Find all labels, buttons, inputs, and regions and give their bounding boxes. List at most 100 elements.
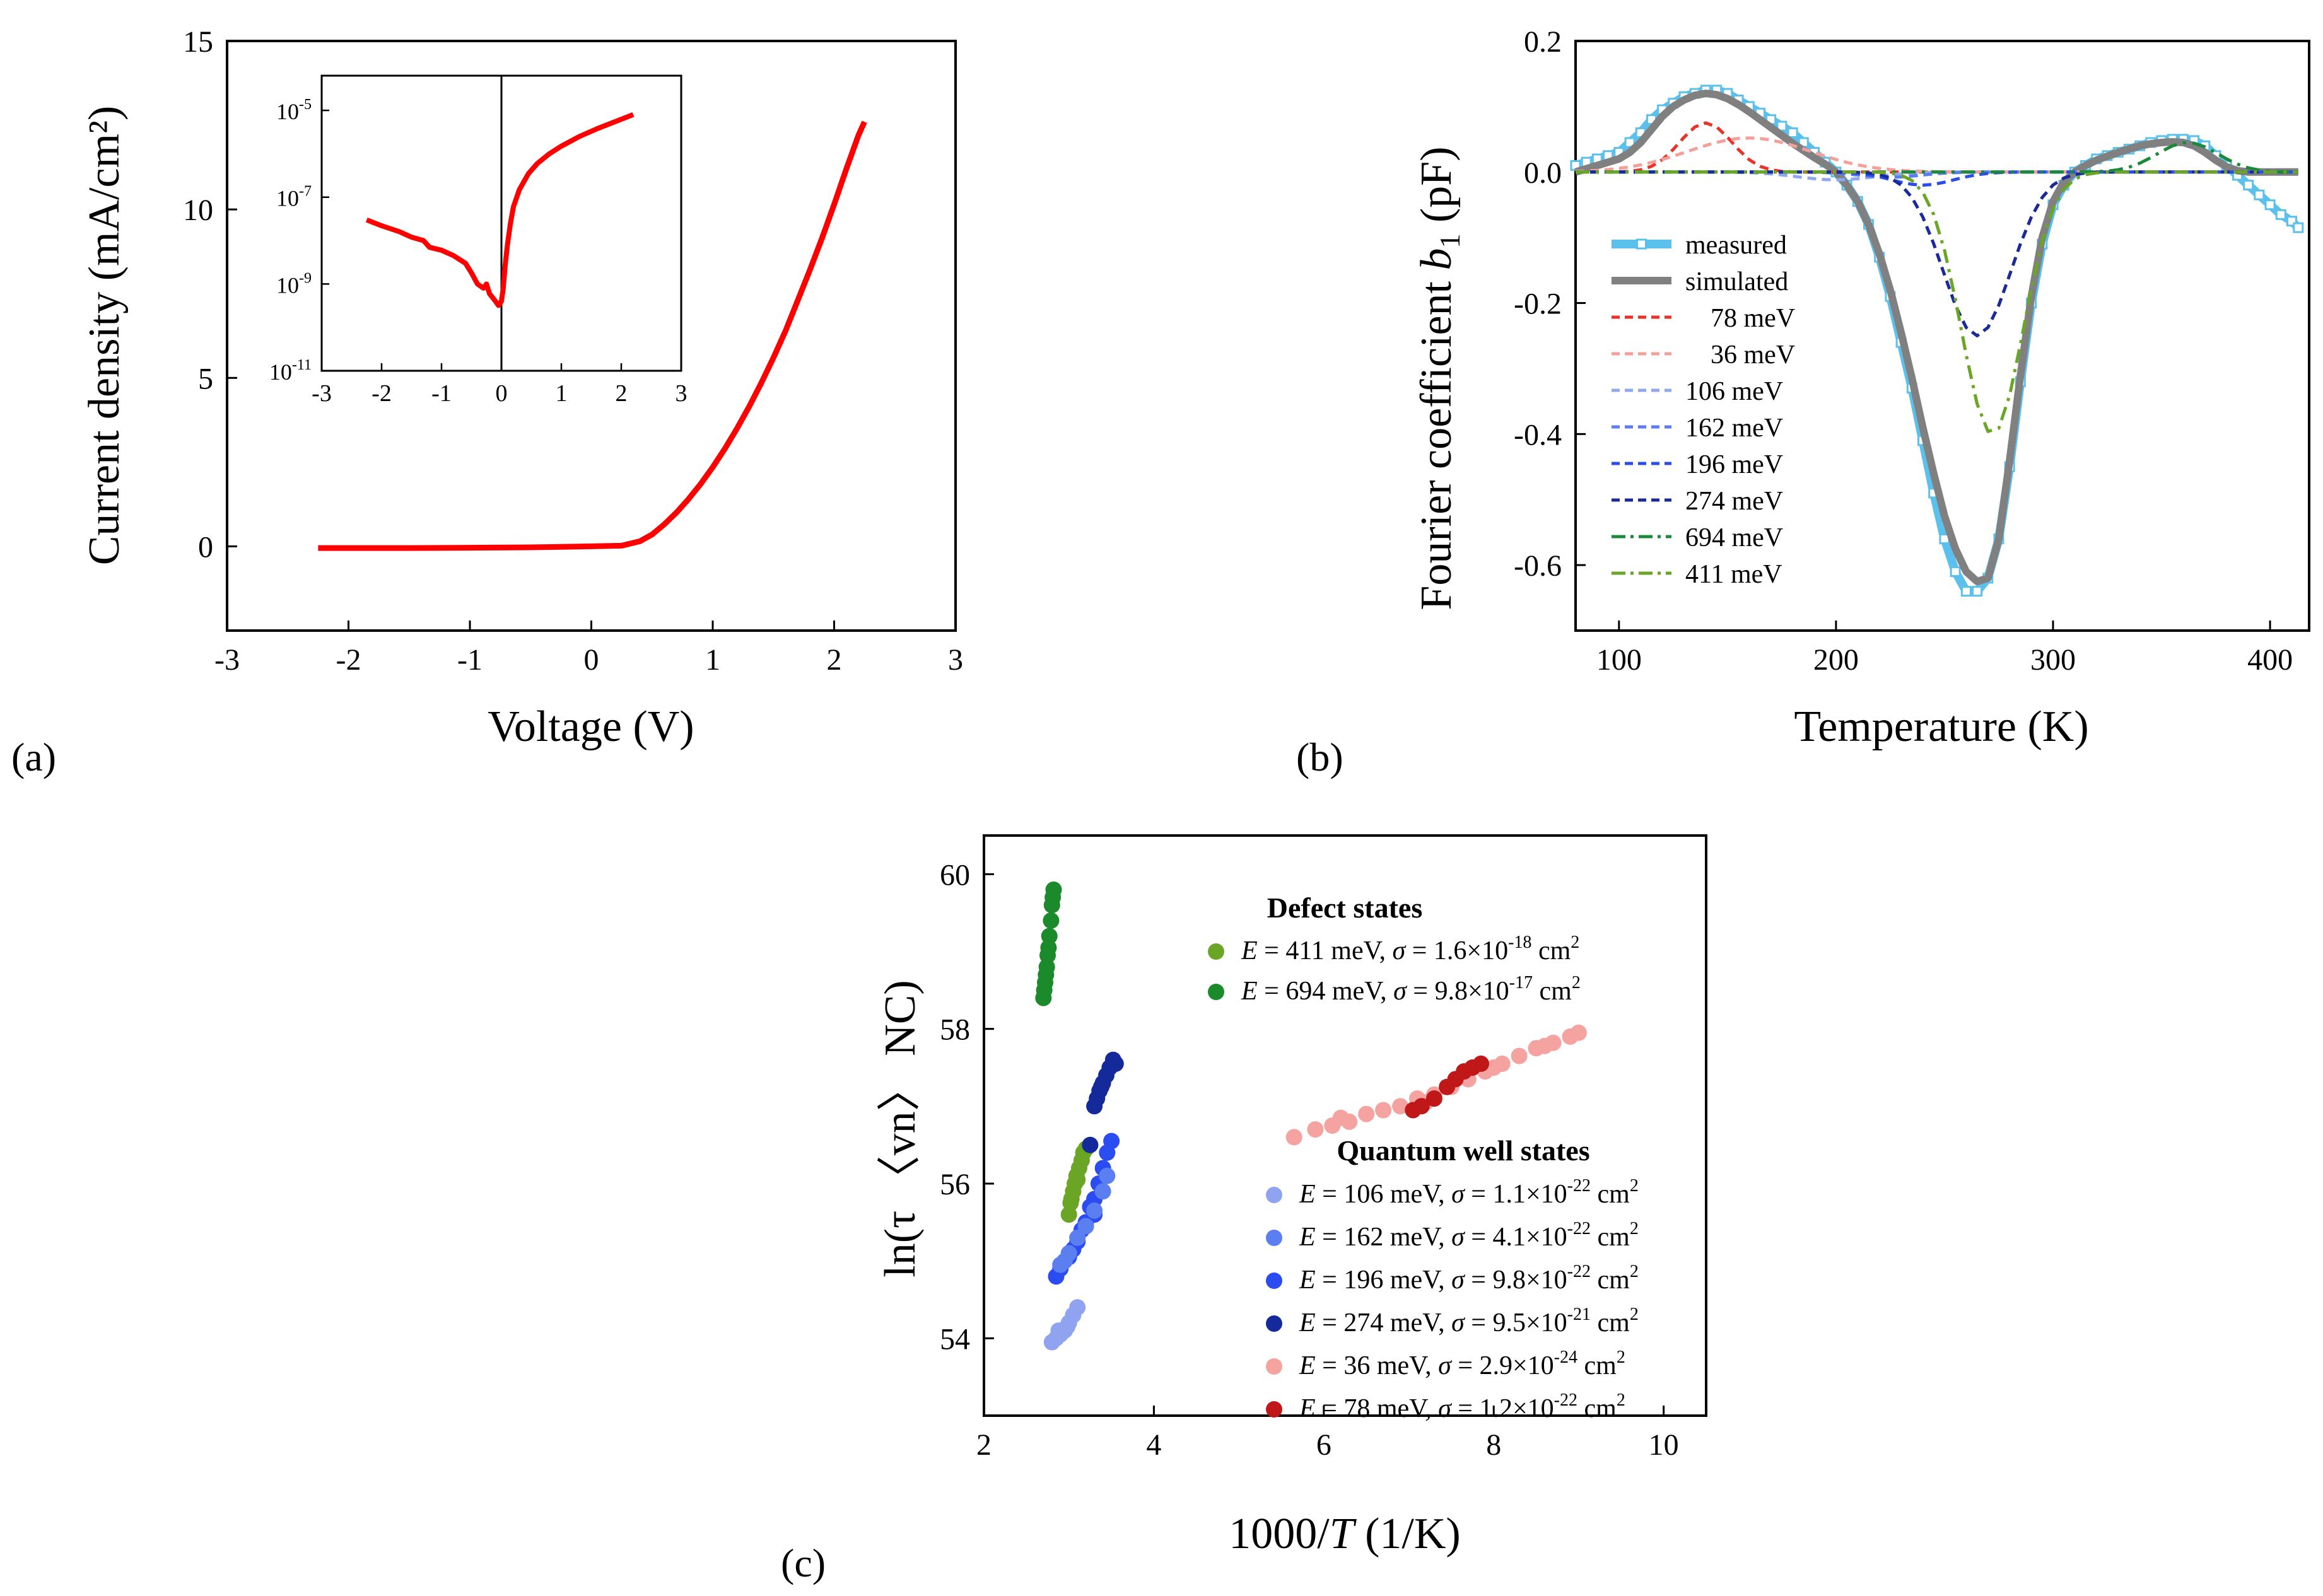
panel-b-y-ticks: 0.2 0.0 -0.2 -0.4 -0.6	[1514, 25, 1586, 583]
panel-c-legend-marker	[1266, 1187, 1282, 1203]
panel-b-legend: measured simulated 78 meV 36 meV 106 meV 162 …	[1612, 231, 1795, 589]
panel-c-data-point	[1473, 1055, 1489, 1072]
panel-a-inset-x-tick-label: 1	[556, 380, 568, 407]
panel-a-x-label: Voltage (V)	[488, 702, 694, 751]
panel-a-inset-x-tick-label: 3	[676, 380, 688, 407]
panel-c-data-point	[1413, 1098, 1430, 1115]
panel-a-x-tick-label: -3	[214, 643, 240, 677]
panel-c-data-point	[1043, 912, 1060, 929]
panel-b-x-tick-label: 100	[1596, 643, 1642, 677]
panel-a-inset-y-tick-label: 10-11	[269, 357, 312, 385]
panel-b-measured-marker	[1787, 127, 1798, 138]
panel-a-inset-x-tick-label: 2	[616, 380, 628, 407]
panel-b-legend-label: measured	[1685, 231, 1787, 260]
panel-c-data-point	[1307, 1121, 1324, 1138]
panel-c-legend-label: E = 196 meV, σ = 9.8×10-22 cm2	[1299, 1262, 1639, 1295]
panel-a-y-tick-label: 10	[183, 194, 213, 227]
panel-c-x-ticks: 2 4 6 8 10	[976, 1406, 1679, 1462]
panel-c-legend-label: E = 694 meV, σ = 9.8×10-17 cm2	[1241, 973, 1581, 1006]
panel-b-y-label-suffix: (pF)	[1412, 146, 1461, 233]
panel-b-legend-label: 694 meV	[1685, 523, 1783, 552]
panel-b-legend-label: 196 meV	[1685, 450, 1783, 479]
panel-a-inset-y-tick-label: 10-9	[276, 270, 312, 298]
panel-b-legend-marker	[1636, 238, 1647, 250]
panel-c-data-point	[1375, 1102, 1392, 1119]
panel-c-series	[1035, 881, 1587, 1351]
panel-c-x-label-var: T	[1330, 1510, 1357, 1558]
panel-c-data-point	[1037, 974, 1053, 991]
panel-b-measured-marker	[1960, 586, 1972, 597]
panel-b-measured-marker	[1950, 566, 1961, 577]
panel-c-data-point	[1086, 1202, 1103, 1219]
panel-a-x-tick-label: 2	[827, 643, 842, 677]
panel-b-measured-marker	[2264, 199, 2276, 211]
panel-c-data-point	[1063, 1191, 1080, 1208]
panel-b-legend-label: simulated	[1685, 267, 1788, 296]
panel-b-y-tick-label: -0.4	[1514, 418, 1562, 451]
panel-c-data-point	[1094, 1183, 1111, 1200]
panel-b-legend-label: 106 meV	[1685, 377, 1783, 406]
panel-c-y-tick-label: 58	[940, 1013, 970, 1047]
panel-b-y-label-sub: 1	[1434, 234, 1466, 248]
panel-label-a: (a)	[11, 735, 56, 779]
panel-c-legend-label: E = 36 meV, σ = 2.9×10-24 cm2	[1299, 1348, 1625, 1380]
panel-c-x-tick-label: 10	[1649, 1428, 1679, 1462]
panel-label-c: (c)	[781, 1541, 826, 1585]
panel-c: 2 4 6 8 10 54 56 58 60 Defect states E = 411 me…	[876, 834, 1707, 1558]
panel-c-y-tick-label: 60	[940, 858, 970, 892]
panel-c-legend-marker	[1266, 1315, 1282, 1332]
panel-c-data-point	[1107, 1055, 1124, 1072]
panel-b-x-tick-label: 200	[1813, 643, 1859, 677]
panel-c-legend-marker	[1208, 943, 1224, 960]
panel-c-data-point	[1332, 1109, 1349, 1126]
panel-b-legend-label: 411 meV	[1685, 560, 1782, 589]
panel-a-inset-x-tick-label: -3	[312, 380, 332, 407]
panel-b-legend-label: 274 meV	[1685, 487, 1783, 516]
panel-c-x-tick-label: 6	[1316, 1428, 1331, 1462]
panel-b-y-label-var: b	[1412, 248, 1461, 271]
panel-b-y-tick-label: -0.6	[1514, 549, 1562, 583]
panel-b-legend-label: 78 meV	[1711, 304, 1795, 333]
panel-a-inset-x-tick-label: -2	[372, 380, 392, 407]
panel-b-y-tick-label: 0.0	[1524, 156, 1562, 190]
panel-c-defect-legend: E = 411 meV, σ = 1.6×10-18 cm2 E = 694 me…	[1208, 933, 1581, 1006]
panel-a-inset-y-ticks: 10-5 10-7 10-9 10-11	[269, 96, 329, 385]
panel-c-legend-label: E = 78 meV, σ = 1.2×10-22 cm2	[1299, 1390, 1625, 1423]
panel-a-x-tick-label: 0	[584, 643, 599, 677]
panel-c-y-ticks: 54 56 58 60	[940, 858, 994, 1356]
panel-b-measured-marker	[2254, 189, 2265, 201]
panel-b-y-label: Fourier coefficient b1 (pF)	[1412, 146, 1466, 610]
panel-b-measured-marker	[1776, 120, 1788, 132]
panel-c-x-label-main: 1000/	[1229, 1510, 1330, 1558]
panel-b-frame	[1574, 40, 2310, 632]
panel-c-data-point	[1285, 1129, 1302, 1146]
panel-c-legend-marker	[1208, 984, 1224, 1000]
panel-c-data-point	[1092, 1078, 1109, 1095]
panel-b-x-tick-label: 400	[2247, 643, 2293, 677]
panel-b-series	[1570, 84, 2304, 597]
panel-c-legend-marker	[1266, 1358, 1282, 1375]
panel-b-measured-marker	[2243, 180, 2254, 191]
panel-b: 100 200 300 400 0.2 0.0 -0.2 -0.4 -0.6 measured…	[1412, 25, 2310, 751]
panel-c-data-point	[1069, 1229, 1086, 1246]
panel-a-inset-y-tick-label: 10-7	[276, 183, 312, 211]
panel-label-b: (b)	[1296, 735, 1343, 779]
panel-b-x-label: Temperature (K)	[1794, 702, 2088, 751]
panel-c-frame	[983, 834, 1707, 1417]
panel-b-legend-label: 162 meV	[1685, 414, 1783, 443]
panel-c-x-tick-label: 8	[1486, 1428, 1501, 1462]
panel-c-data-point	[1040, 939, 1057, 956]
panel-b-measured-marker	[1624, 137, 1635, 148]
panel-b-measured-marker	[2275, 209, 2286, 220]
panel-c-qw-legend-title: Quantum well states	[1337, 1134, 1589, 1167]
panel-b-series-dashdot	[1576, 170, 2298, 433]
panel-c-legend-label: E = 106 meV, σ = 1.1×10-22 cm2	[1299, 1176, 1639, 1209]
panel-b-y-tick-label: -0.2	[1514, 288, 1562, 321]
panel-a-x-ticks: -3 -2 -1 0 1 2 3	[214, 620, 963, 677]
panel-c-x-tick-label: 4	[1146, 1428, 1161, 1462]
panel-c-data-point	[1056, 1252, 1073, 1269]
panel-a-x-tick-label: -1	[457, 643, 483, 677]
panel-a-series	[318, 120, 867, 551]
panel-a-y-tick-label: 5	[198, 362, 213, 395]
panel-a-y-tick-label: 0	[198, 530, 213, 564]
